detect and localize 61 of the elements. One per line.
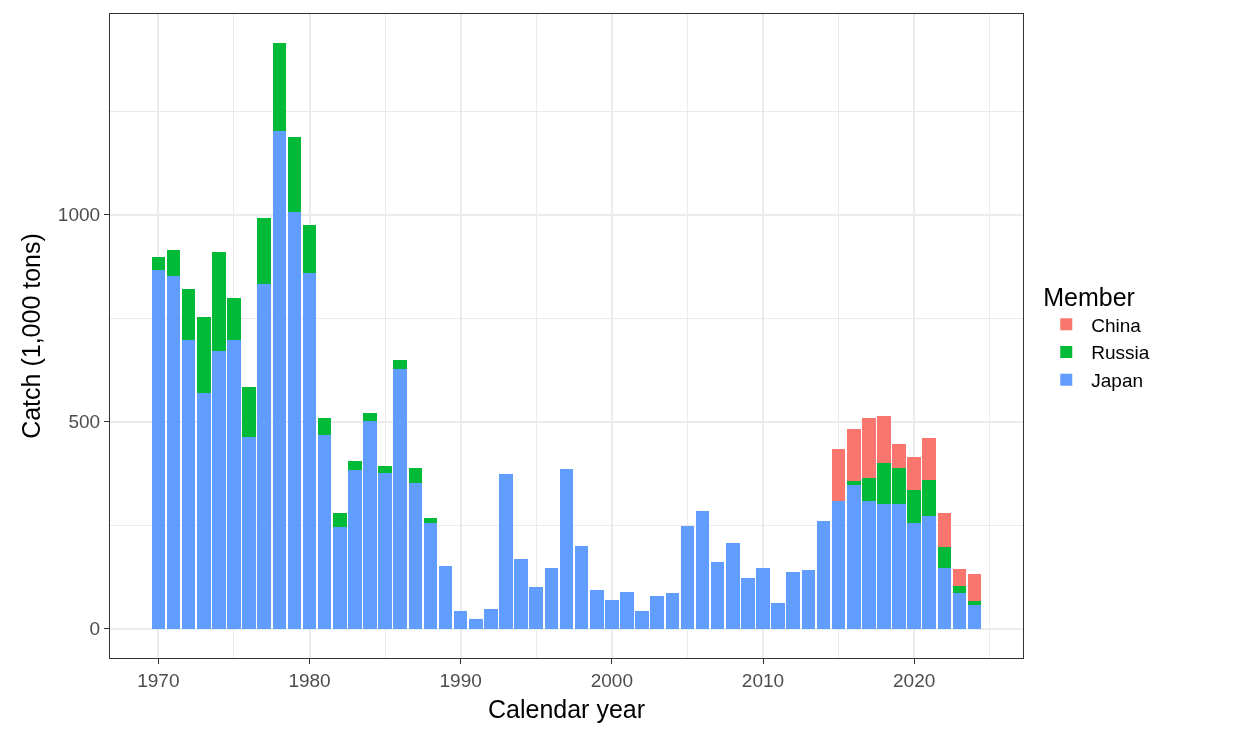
bar xyxy=(151,270,166,629)
bar xyxy=(967,601,982,605)
y-axis-title: Catch (1,000 tons) xyxy=(16,233,45,439)
bar xyxy=(181,340,196,629)
bar xyxy=(831,448,846,502)
bar xyxy=(287,136,302,213)
y-tick-label: 1000 xyxy=(57,204,101,226)
bar xyxy=(257,218,271,284)
x-tick-label: 2020 xyxy=(893,669,936,691)
bar xyxy=(348,461,362,470)
bar xyxy=(287,212,302,629)
bar xyxy=(695,511,710,629)
bar xyxy=(332,512,347,527)
bar xyxy=(937,512,952,548)
bar xyxy=(151,257,166,271)
x-axis-title: Calendar year xyxy=(487,694,646,723)
x-tick-label: 1970 xyxy=(137,669,180,691)
legend-label: China xyxy=(1091,314,1142,336)
bar xyxy=(378,466,392,474)
bar xyxy=(408,468,423,483)
bar xyxy=(937,568,952,629)
bar xyxy=(710,562,725,629)
x-tick-label: 2000 xyxy=(590,669,633,691)
bar xyxy=(438,566,453,629)
bar xyxy=(423,523,438,629)
bar xyxy=(166,249,181,276)
bar xyxy=(181,289,196,341)
y-tick-label: 0 xyxy=(89,618,101,640)
bar xyxy=(242,386,256,438)
bar xyxy=(952,586,967,594)
bar xyxy=(317,435,332,629)
bar xyxy=(937,547,952,569)
x-tick-label: 1990 xyxy=(439,669,482,691)
bar xyxy=(302,272,317,629)
bar xyxy=(302,225,317,273)
bar xyxy=(272,43,287,132)
bar xyxy=(831,501,846,629)
x-tick-label: 1980 xyxy=(288,669,331,691)
legend-label: Russia xyxy=(1091,342,1150,364)
bar xyxy=(559,469,574,629)
bar xyxy=(408,482,423,629)
bar xyxy=(952,593,967,629)
bar xyxy=(317,417,332,436)
bar xyxy=(166,275,181,629)
bar xyxy=(967,604,982,629)
bar xyxy=(967,573,982,602)
bar xyxy=(272,131,287,629)
bar xyxy=(393,359,408,370)
x-tick-label: 2010 xyxy=(741,669,785,691)
bar xyxy=(816,521,831,629)
bar xyxy=(680,525,695,629)
bar xyxy=(363,412,377,422)
bar xyxy=(453,611,468,629)
bar xyxy=(952,569,967,587)
y-tick-label: 500 xyxy=(68,411,101,433)
bar xyxy=(801,569,816,629)
bar xyxy=(665,593,680,629)
legend-label: Japan xyxy=(1091,370,1144,392)
bar xyxy=(574,546,589,629)
bar xyxy=(544,567,559,629)
legend-title: Member xyxy=(1043,282,1135,311)
